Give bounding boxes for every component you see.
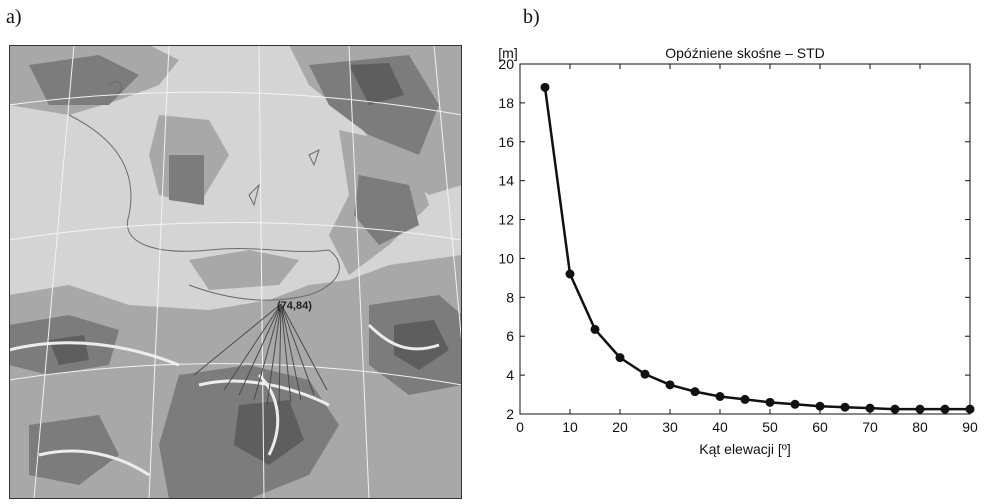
data-point (765, 397, 775, 407)
series-group (540, 82, 975, 414)
y-tick-label: 4 (506, 367, 514, 383)
data-point (840, 402, 850, 412)
x-tick-label: 10 (562, 419, 578, 435)
data-point (915, 404, 925, 414)
y-tick-label: 14 (498, 173, 514, 189)
map-coastlines (68, 81, 340, 301)
axis-ticks: 0 10 20 30 40 50 60 70 80 90 2 4 6 8 10 12 14 16 18 20 (498, 56, 978, 435)
data-point (640, 369, 650, 379)
data-point (815, 401, 825, 411)
map-panel: (74,84) (9, 45, 462, 499)
data-point (565, 269, 575, 279)
y-axis-label: [m] (498, 45, 517, 61)
map-point-label: (74,84) (277, 300, 312, 312)
data-point (865, 403, 875, 413)
y-tick-label: 10 (498, 250, 514, 266)
map-slant-rays (193, 303, 328, 406)
data-point (615, 353, 625, 363)
data-point (665, 380, 675, 390)
data-point (690, 387, 700, 397)
x-tick-label: 0 (516, 419, 524, 435)
x-tick-label: 60 (812, 419, 828, 435)
data-point (590, 324, 600, 334)
y-tick-label: 18 (498, 95, 514, 111)
y-tick-label: 20 (498, 56, 514, 72)
y-tick-label: 2 (506, 406, 514, 422)
map-graticule (9, 45, 462, 499)
x-tick-label: 50 (762, 419, 778, 435)
data-point (740, 394, 750, 404)
panel-label-b: b) (523, 6, 540, 28)
y-tick-label: 6 (506, 328, 514, 344)
map-light-ridges (9, 323, 440, 477)
x-tick-label: 90 (962, 419, 978, 435)
x-tick-label: 30 (662, 419, 678, 435)
y-tick-label: 16 (498, 134, 514, 150)
plot-frame (519, 63, 971, 415)
data-point (540, 82, 550, 92)
y-tick-label: 8 (506, 289, 514, 305)
data-point (965, 404, 975, 414)
data-point (890, 404, 900, 414)
data-point (790, 399, 800, 409)
panel-label-a: a) (6, 6, 22, 28)
chart-svg: Opóźniene skośne – STD [m] Kąt elewacji … (498, 45, 978, 457)
x-tick-label: 70 (862, 419, 878, 435)
x-tick-label: 40 (712, 419, 728, 435)
y-tick-label: 12 (498, 212, 514, 228)
x-tick-label: 20 (612, 419, 628, 435)
map-svg: (74,84) (9, 45, 462, 499)
data-point (940, 404, 950, 414)
x-tick-label: 80 (912, 419, 928, 435)
series-line (543, 87, 970, 411)
x-axis-label: Kąt elewacji [º] (699, 441, 791, 457)
data-point (715, 392, 725, 401)
chart-panel: Opóźniene skośne – STD [m] Kąt elewacji … (480, 40, 985, 480)
chart-title: Opóźniene skośne – STD (665, 45, 825, 61)
